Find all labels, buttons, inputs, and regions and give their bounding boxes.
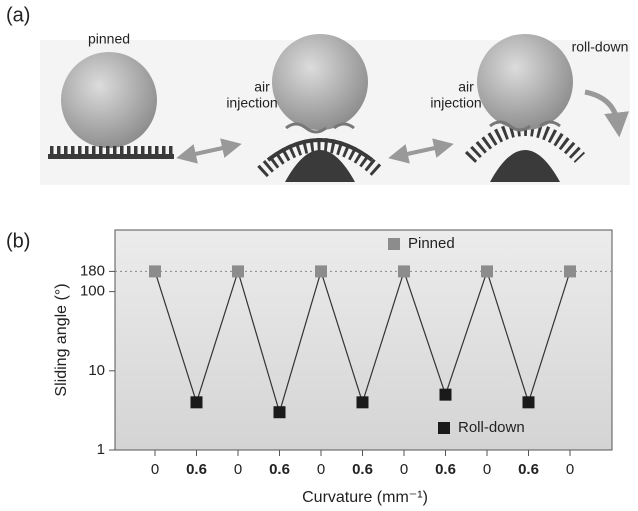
droplet — [272, 34, 368, 130]
x-axis-title: Curvature (mm⁻¹) — [302, 489, 428, 506]
y-axis-title: Sliding angle (°) — [53, 283, 70, 396]
panel-label: (b) — [6, 230, 30, 252]
connector — [320, 271, 364, 403]
connector — [361, 271, 405, 403]
x-tick-label: 0 — [400, 461, 408, 478]
y-tick-label: 10 — [88, 362, 105, 379]
legend-swatch — [388, 238, 400, 250]
state-label: roll-down — [572, 39, 629, 55]
injection-label: air — [254, 79, 270, 95]
y-tick-label: 100 — [80, 283, 105, 300]
connector — [278, 271, 322, 413]
marker — [315, 265, 327, 278]
mound — [490, 150, 560, 182]
legend-label: Pinned — [408, 235, 455, 252]
x-tick-label: 0 — [234, 461, 242, 478]
mound — [285, 150, 355, 182]
roll-arrow — [584, 89, 630, 138]
air-flow — [489, 120, 561, 132]
substrate — [48, 146, 174, 156]
x-tick-label: 0.6 — [269, 461, 290, 478]
marker — [398, 265, 410, 278]
connector — [195, 271, 239, 403]
injection-label: injection — [226, 95, 277, 111]
x-tick-label: 0.6 — [518, 461, 539, 478]
marker — [522, 396, 535, 409]
arrow — [388, 138, 454, 164]
substrate-base — [48, 154, 174, 159]
x-tick-label: 0.6 — [186, 461, 207, 478]
connector — [154, 271, 198, 403]
x-tick-label: 0 — [566, 461, 574, 478]
connector — [237, 271, 281, 413]
marker — [190, 396, 203, 409]
arrow — [176, 138, 242, 164]
x-tick-label: 0 — [151, 461, 159, 478]
substrate-base — [266, 138, 374, 162]
x-tick-label: 0.6 — [435, 461, 456, 478]
x-tick-label: 0.6 — [352, 461, 373, 478]
legend-swatch — [438, 422, 450, 434]
droplet — [61, 52, 157, 148]
substrate — [257, 138, 383, 178]
marker — [149, 265, 161, 278]
connector — [527, 271, 571, 403]
injection-label: injection — [430, 95, 481, 111]
injection-label: air — [458, 79, 474, 95]
marker — [439, 388, 452, 401]
connector — [444, 271, 488, 395]
marker — [232, 265, 244, 278]
marker — [564, 265, 576, 278]
plot-area — [114, 229, 613, 451]
droplet — [477, 34, 573, 130]
x-tick-label: 0 — [483, 461, 491, 478]
marker — [273, 406, 286, 419]
x-tick-label: 0 — [317, 461, 325, 478]
y-tick-label: 1 — [97, 441, 105, 458]
connector — [486, 271, 530, 403]
panel-label: (a) — [6, 4, 30, 26]
air-flow — [285, 122, 355, 134]
marker — [356, 396, 369, 409]
legend-label: Roll-down — [458, 419, 525, 436]
y-tick-label: 180 — [80, 262, 105, 279]
marker — [481, 265, 493, 278]
state-label: pinned — [88, 31, 130, 47]
connector — [403, 271, 447, 395]
